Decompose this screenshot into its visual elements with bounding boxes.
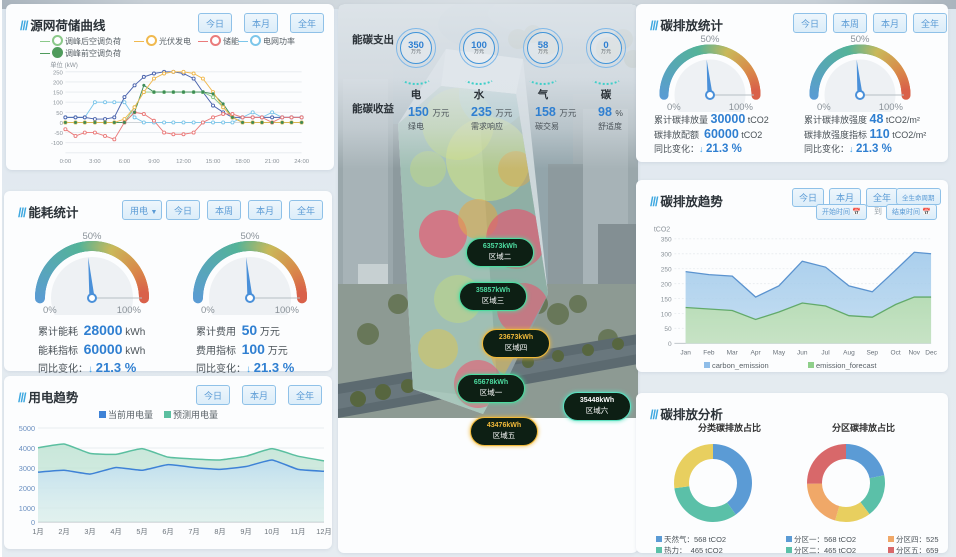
svg-text:May: May [773, 350, 786, 357]
svg-text:Apr: Apr [751, 350, 762, 357]
svg-text:0: 0 [31, 518, 35, 527]
svg-text:0%: 0% [201, 305, 215, 315]
svg-text:50%: 50% [82, 231, 102, 242]
svg-text:350: 350 [661, 237, 672, 244]
svg-text:3月: 3月 [84, 527, 95, 536]
svg-text:10月: 10月 [264, 527, 279, 536]
svg-text:0: 0 [60, 121, 64, 127]
svg-text:150: 150 [53, 91, 64, 97]
svg-text:200: 200 [661, 281, 672, 288]
svg-text:-50: -50 [54, 131, 63, 137]
svg-text:0:00: 0:00 [60, 159, 72, 165]
svg-text:tCO2: tCO2 [654, 226, 670, 233]
svg-text:50: 50 [56, 111, 63, 117]
svg-text:0: 0 [668, 341, 672, 348]
svg-text:100%: 100% [117, 305, 142, 315]
svg-text:3000: 3000 [19, 464, 35, 473]
svg-text:1000: 1000 [19, 504, 35, 513]
svg-text:8月: 8月 [214, 527, 225, 536]
svg-text:Nov: Nov [908, 350, 920, 357]
svg-text:150: 150 [661, 296, 672, 303]
svg-text:Aug: Aug [843, 350, 855, 357]
svg-text:12:00: 12:00 [176, 159, 191, 165]
svg-text:24:00: 24:00 [294, 159, 309, 165]
svg-text:0%: 0% [43, 305, 57, 315]
svg-text:Mar: Mar [727, 350, 739, 357]
svg-text:100: 100 [661, 311, 672, 318]
svg-text:Dec: Dec [925, 350, 937, 357]
svg-text:Jul: Jul [821, 350, 830, 357]
svg-text:5月: 5月 [136, 527, 147, 536]
svg-text:-100: -100 [51, 141, 64, 147]
svg-text:12月: 12月 [316, 527, 331, 536]
svg-text:7月: 7月 [188, 527, 199, 536]
svg-text:250: 250 [53, 70, 64, 76]
svg-text:15:00: 15:00 [206, 159, 221, 165]
svg-text:18:00: 18:00 [235, 159, 250, 165]
svg-text:单位 (kW): 单位 (kW) [50, 60, 78, 69]
svg-text:4000: 4000 [19, 444, 35, 453]
svg-text:200: 200 [53, 80, 64, 86]
svg-text:Jan: Jan [680, 350, 691, 357]
svg-text:50%: 50% [850, 34, 870, 45]
svg-text:Sep: Sep [866, 350, 878, 357]
svg-text:5000: 5000 [19, 424, 35, 433]
svg-text:6:00: 6:00 [119, 159, 131, 165]
svg-text:2月: 2月 [58, 527, 69, 536]
svg-text:11月: 11月 [291, 527, 306, 536]
svg-text:50: 50 [664, 326, 672, 333]
svg-text:3:00: 3:00 [89, 159, 101, 165]
svg-text:50%: 50% [240, 231, 260, 242]
svg-text:100: 100 [53, 101, 64, 107]
svg-text:100%: 100% [879, 102, 904, 112]
svg-text:Jun: Jun [797, 350, 808, 357]
svg-text:300: 300 [661, 252, 672, 259]
svg-text:1月: 1月 [32, 527, 43, 536]
svg-text:2000: 2000 [19, 484, 35, 493]
svg-text:9:00: 9:00 [148, 159, 160, 165]
svg-text:100%: 100% [729, 102, 754, 112]
svg-text:9月: 9月 [240, 527, 251, 536]
svg-text:250: 250 [661, 266, 672, 273]
svg-text:4月: 4月 [110, 527, 121, 536]
svg-text:0%: 0% [817, 102, 831, 112]
svg-text:6月: 6月 [162, 527, 173, 536]
svg-text:Feb: Feb [703, 350, 715, 357]
svg-text:100%: 100% [275, 305, 300, 315]
svg-text:Oct: Oct [891, 350, 901, 357]
svg-text:0%: 0% [667, 102, 681, 112]
svg-text:21:00: 21:00 [265, 159, 280, 165]
svg-text:50%: 50% [700, 34, 720, 45]
